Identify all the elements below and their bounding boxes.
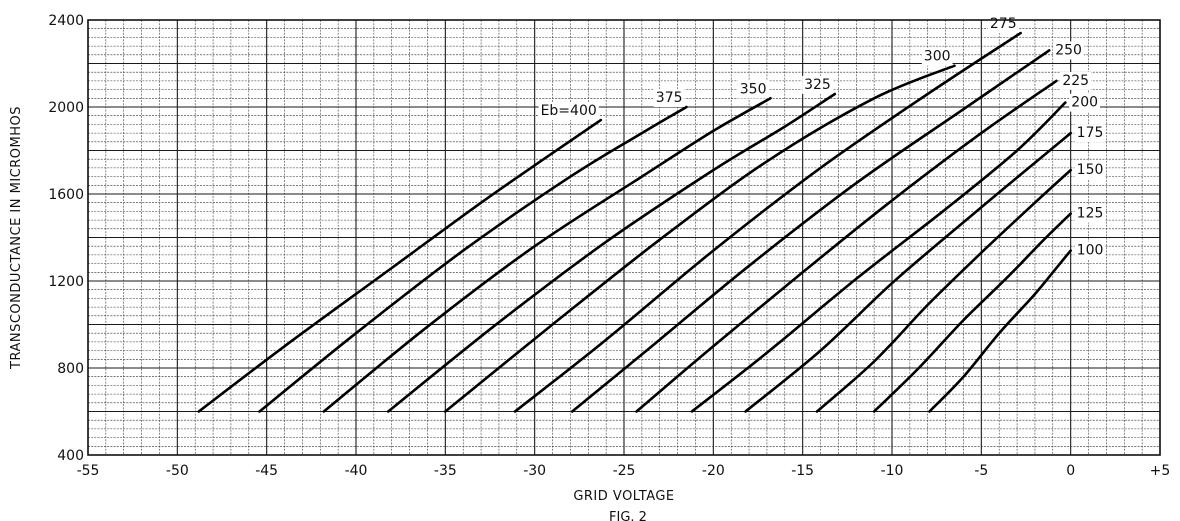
- curve-label-background: [1074, 241, 1106, 260]
- x-tick-label: -15: [791, 463, 814, 479]
- y-tick-label: 2400: [48, 13, 84, 29]
- curve-label-2: 350: [740, 81, 767, 97]
- curve-label-background: [802, 75, 833, 94]
- curve-label-12: 100: [1077, 243, 1104, 259]
- curve-eb-400: [197, 118, 603, 413]
- plot-frame: [87, 19, 1161, 456]
- curve-label-9: 175: [1077, 125, 1104, 141]
- x-tick-label: +5: [1150, 463, 1171, 479]
- curve-label-11: 125: [1077, 206, 1104, 222]
- curve-label-8: 200: [1071, 95, 1098, 111]
- curve-250: [570, 49, 1051, 413]
- curve-label-0: Eb=400: [541, 103, 597, 119]
- x-tick-label: -55: [77, 463, 100, 479]
- y-tick-label: 2000: [48, 100, 84, 116]
- curve-label-6: 250: [1055, 42, 1082, 58]
- curve-300: [444, 64, 956, 413]
- curve-325: [386, 92, 837, 413]
- x-tick-labels: -55 -50 -45 -40 -35 -30 -25 -20 -15 -10 -5 0 +5: [77, 463, 1171, 479]
- y-axis-title: TRANSCONDUCTANCE IN MICROMHOS: [9, 106, 24, 370]
- curve-350: [322, 97, 772, 413]
- curve-150: [815, 168, 1072, 413]
- x-tick-label: -50: [166, 463, 189, 479]
- x-tick-label: -35: [434, 463, 457, 479]
- x-tick-label: -10: [881, 463, 904, 479]
- curve-175: [744, 131, 1072, 413]
- curve-label-background: [653, 89, 685, 107]
- curve-label-background: [921, 47, 953, 66]
- curve-label-background: [737, 80, 769, 99]
- curve-label-1: 375: [656, 90, 683, 106]
- x-tick-label: -40: [345, 463, 368, 479]
- x-tick-label: -5: [974, 463, 988, 479]
- curve-125: [872, 212, 1072, 413]
- y-tick-label: 800: [57, 361, 84, 377]
- curve-375: [258, 105, 688, 413]
- x-tick-label: -45: [255, 463, 278, 479]
- curve-label-background: [1074, 161, 1106, 180]
- curve-label-7: 225: [1062, 73, 1089, 89]
- curve-100: [928, 249, 1072, 413]
- x-axis-title: GRID VOLTAGE: [573, 489, 674, 504]
- curve-label-background: [538, 102, 599, 121]
- y-tick-label: 400: [57, 448, 84, 464]
- y-tick-label: 1600: [48, 187, 84, 203]
- y-tick-labels: 400 800 1200 1600 2000 2400: [48, 13, 84, 464]
- curve-label-10: 150: [1077, 162, 1104, 178]
- curve-label-background: [1060, 71, 1092, 90]
- curve-label-5: 275: [990, 16, 1017, 32]
- x-tick-label: -25: [613, 463, 636, 479]
- curve-label-background: [1074, 204, 1106, 223]
- x-tick-label: -30: [523, 463, 546, 479]
- curve-labels: Eb=400 375 350 325 300 275 250 225 200 175 150 125 1…: [538, 15, 1106, 260]
- curve-label-background: [1074, 124, 1106, 143]
- curve-label-3: 325: [804, 77, 831, 93]
- curve-225: [635, 79, 1058, 413]
- x-tick-label: 0: [1066, 463, 1075, 479]
- y-tick-label: 1200: [48, 274, 84, 290]
- curve-275: [513, 31, 1022, 413]
- curve-label-background: [1069, 93, 1101, 112]
- curves: [197, 31, 1072, 413]
- curve-label-4: 300: [924, 49, 951, 65]
- curve-label-background: [1053, 41, 1084, 60]
- curve-200: [690, 101, 1067, 413]
- x-tick-label: -20: [702, 463, 725, 479]
- figure-caption: FIG. 2: [609, 510, 647, 521]
